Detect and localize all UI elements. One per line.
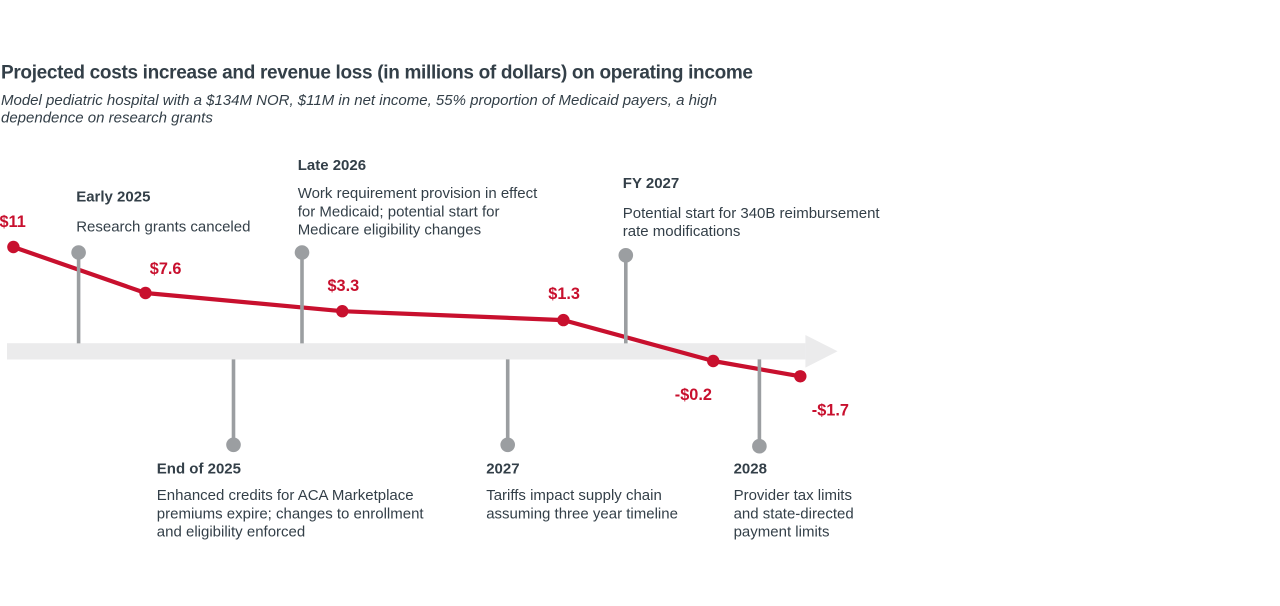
svg-text:2028: 2028 bbox=[734, 461, 767, 478]
svg-text:for Medicaid; potential start: for Medicaid; potential start for bbox=[298, 203, 500, 220]
svg-text:2027: 2027 bbox=[486, 461, 519, 478]
svg-text:Enhanced credits for ACA Marke: Enhanced credits for ACA Marketplace bbox=[157, 487, 414, 504]
svg-text:Early 2025: Early 2025 bbox=[76, 189, 150, 206]
svg-text:Model pediatric hospital with: Model pediatric hospital with a $134M NO… bbox=[1, 92, 717, 109]
svg-text:Tariffs impact supply chain: Tariffs impact supply chain bbox=[486, 487, 662, 504]
svg-text:$1.3: $1.3 bbox=[548, 285, 580, 303]
svg-text:Late 2026: Late 2026 bbox=[298, 157, 366, 174]
svg-text:$11: $11 bbox=[0, 213, 26, 231]
svg-text:Medicare eligibility changes: Medicare eligibility changes bbox=[298, 222, 481, 239]
svg-text:Provider tax limits: Provider tax limits bbox=[734, 487, 852, 504]
svg-text:$7.6: $7.6 bbox=[150, 260, 182, 278]
svg-text:Projected costs increase and r: Projected costs increase and revenue los… bbox=[1, 63, 753, 84]
svg-text:End of 2025: End of 2025 bbox=[157, 461, 241, 478]
svg-text:and state-directed: and state-directed bbox=[734, 505, 854, 522]
svg-text:-$1.7: -$1.7 bbox=[812, 401, 849, 419]
svg-text:payment limits: payment limits bbox=[734, 524, 830, 541]
svg-text:rate modifications: rate modifications bbox=[623, 223, 741, 240]
svg-text:Work requirement provision in: Work requirement provision in effect bbox=[298, 185, 538, 202]
svg-text:Potential start for 340B reimb: Potential start for 340B reimbursement bbox=[623, 205, 881, 222]
svg-text:Research grants canceled: Research grants canceled bbox=[76, 218, 250, 235]
svg-text:assuming three year timeline: assuming three year timeline bbox=[486, 505, 678, 522]
svg-text:dependence on research grants: dependence on research grants bbox=[1, 109, 213, 126]
svg-text:FY 2027: FY 2027 bbox=[623, 175, 679, 192]
svg-text:premiums expire; changes to en: premiums expire; changes to enrollment bbox=[157, 505, 425, 522]
svg-text:$3.3: $3.3 bbox=[328, 277, 360, 295]
svg-text:-$0.2: -$0.2 bbox=[675, 386, 712, 404]
svg-text:and eligibility enforced: and eligibility enforced bbox=[157, 524, 305, 541]
